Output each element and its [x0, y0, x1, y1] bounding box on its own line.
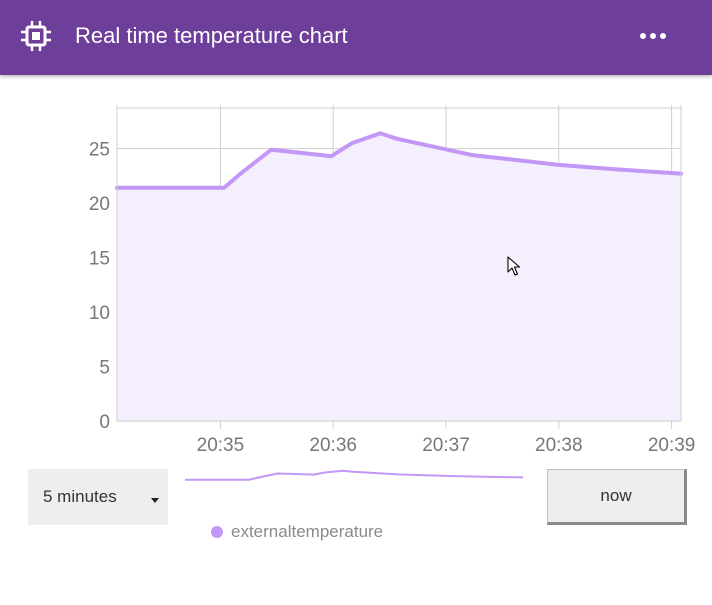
legend-swatch: [211, 526, 223, 538]
more-horizontal-icon[interactable]: [638, 26, 668, 46]
x-tick-label: 20:35: [197, 435, 245, 456]
x-tick-label: 20:37: [422, 435, 470, 456]
y-tick-label: 25: [89, 140, 110, 161]
x-tick-label: 20:38: [535, 435, 583, 456]
navigator-line: [185, 469, 524, 481]
temperature-chart: 0 5 10 15 20 25 20:35 20:36 20:37 20:38 20:39: [89, 105, 696, 456]
mouse-cursor-icon: [507, 256, 521, 276]
y-tick-label: 5: [99, 358, 110, 379]
timespan-select[interactable]: 5 minutes: [28, 469, 168, 525]
x-tick-label: 20:36: [309, 435, 357, 456]
now-button[interactable]: now: [547, 469, 687, 525]
y-tick-label: 15: [89, 249, 110, 270]
caret-down-icon: [151, 498, 159, 503]
series-area-externaltemperature: [117, 133, 681, 421]
header-bar: Real time temperature chart: [0, 0, 712, 75]
y-tick-label: 10: [89, 303, 110, 324]
legend-label: externaltemperature: [231, 522, 384, 541]
y-tick-label: 0: [99, 412, 110, 433]
range-navigator[interactable]: [180, 462, 530, 492]
page-title: Real time temperature chart: [75, 23, 348, 48]
legend-item[interactable]: externaltemperature: [211, 522, 383, 542]
timespan-select-value: 5 minutes: [43, 487, 117, 506]
x-tick-label: 20:39: [648, 435, 696, 456]
series-line-externaltemperature: [115, 131, 683, 190]
chip-icon: [21, 21, 51, 51]
y-tick-label: 20: [89, 194, 110, 215]
